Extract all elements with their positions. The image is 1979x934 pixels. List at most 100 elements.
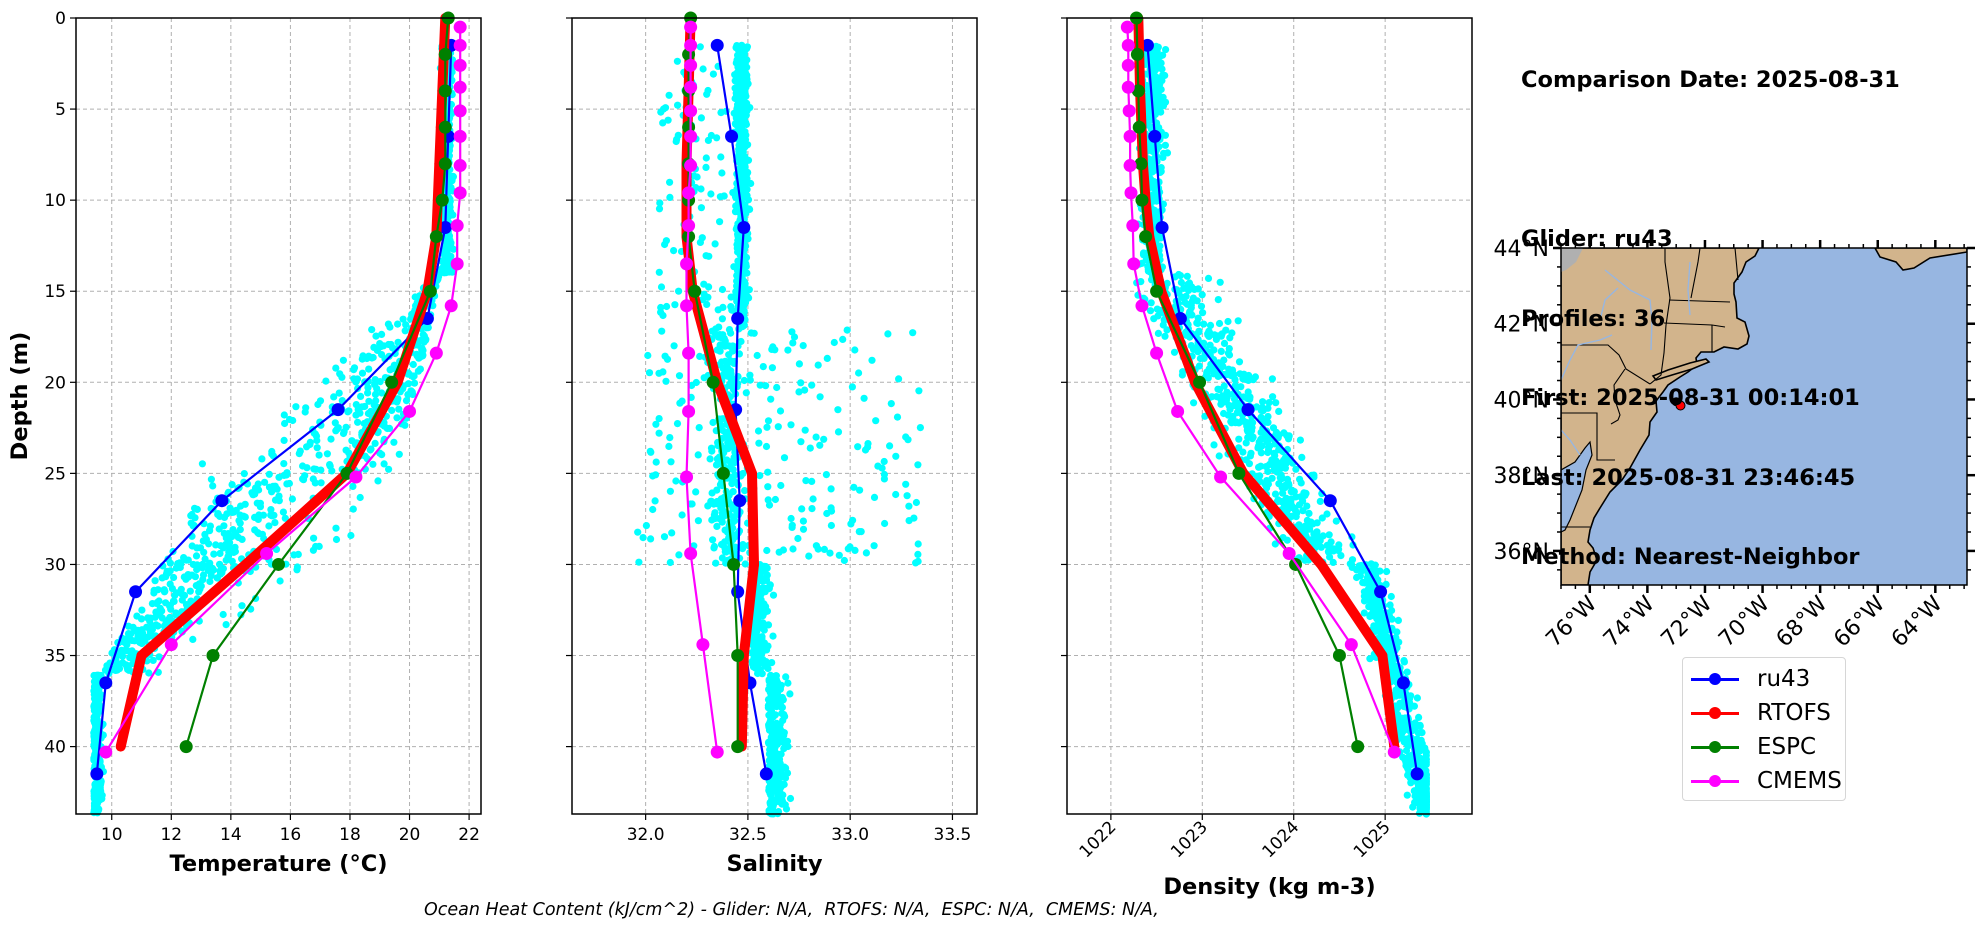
glider-observation-point [746,376,754,384]
glider-observation-point [1329,545,1338,553]
glider-observation-point [174,560,182,568]
glider-observation-point [368,326,376,334]
y-tick-label: 10 [44,191,66,211]
glider-observation-point [1353,573,1361,582]
glider-observation-point [1406,761,1414,769]
glider-observation-point [417,336,425,344]
glider-observation-point [1226,402,1234,410]
glider-observation-point [776,701,785,709]
glider-observation-point [834,428,843,436]
legend-swatch [1691,766,1739,796]
glider-observation-point [1159,71,1167,79]
glider-observation-point [874,462,882,470]
glider-observation-point [661,104,670,112]
glider-observation-point [282,471,291,479]
data-point-espc [435,193,449,207]
glider-observation-point [1325,531,1333,539]
data-point-espc [1134,157,1148,171]
glider-observation-point [249,491,257,499]
glider-observation-point [706,455,714,463]
data-point-espc [423,284,437,298]
glider-observation-point [741,487,749,495]
glider-observation-point [199,560,207,569]
x-axis-label: Temperature (°C) [169,851,387,877]
glider-observation-point [765,808,773,817]
glider-observation-point [774,423,782,431]
glider-observation-point [848,383,857,391]
glider-observation-point [851,546,859,555]
glider-observation-point [1398,726,1406,735]
glider-observation-point [1323,541,1331,550]
glider-observation-point [732,59,740,67]
glider-observation-point [189,635,197,644]
glider-observation-point [232,506,240,514]
glider-observation-point [743,44,751,53]
glider-observation-point [127,630,135,638]
glider-observation-point [763,546,771,555]
glider-observation-point [806,444,814,452]
glider-observation-point [666,434,674,442]
interpolation-method: Method: Nearest-Neighbor [1521,544,1860,570]
data-point-cmems [680,299,694,313]
glider-observation-point [354,418,362,426]
glider-observation-point [97,691,105,699]
glider-observation-point [241,500,249,508]
glider-observation-point [1206,341,1214,349]
info-box: Comparison Date: 2025-08-31 Glider: ru43… [1521,14,1900,597]
glider-observation-point [235,517,243,525]
glider-observation-point [830,338,838,347]
glider-observation-point [827,521,836,530]
glider-observation-point [336,370,344,378]
glider-observation-point [777,481,785,490]
glider-observation-point [773,733,781,741]
glider-observation-point [1329,558,1337,567]
glider-observation-point [1189,294,1197,302]
glider-observation-point [395,450,403,458]
glider-observation-point [718,315,727,323]
glider-observation-point [712,461,721,469]
glider-observation-point [416,365,424,373]
glider-observation-point [166,613,174,622]
glider-observation-point [658,327,666,335]
glider-observation-point [1235,435,1243,443]
glider-observation-point [442,241,451,249]
glider-observation-point [719,510,727,518]
glider-observation-point [172,589,181,597]
glider-observation-point [892,490,900,499]
glider-observation-point [763,564,771,573]
glider-observation-point [1242,418,1250,426]
glider-observation-point [378,330,386,338]
data-point-cmems [99,745,113,759]
glider-observation-point [228,481,236,489]
glider-observation-point [220,522,228,530]
glider-observation-point [854,443,862,451]
data-point-ru43 [438,220,452,234]
glider-observation-point [744,235,752,243]
data-point-ru43 [731,585,745,599]
glider-observation-point [377,343,385,351]
glider-observation-point [780,454,789,462]
glider-observation-point [1251,373,1259,381]
data-point-cmems [1171,404,1185,418]
data-point-ru43 [1374,585,1388,599]
glider-observation-point [699,65,707,73]
glider-observation-point [340,428,348,436]
glider-observation-point [299,462,307,470]
glider-observation-point [219,610,227,619]
glider-observation-point [1387,592,1395,601]
spacer [1521,147,1900,174]
glider-observation-point [1239,375,1247,383]
glider-observation-point [1239,448,1247,456]
glider-observation-point [1159,93,1167,101]
data-point-cmems [1127,257,1141,271]
glider-observation-point [1220,409,1228,418]
x-tick-label: 14 [220,825,242,845]
glider-observation-point [1366,580,1374,588]
data-point-ru43 [1323,494,1337,508]
glider-observation-point [424,324,432,332]
glider-observation-point [1383,567,1391,576]
glider-observation-point [1310,471,1318,479]
glider-observation-point [1215,452,1223,460]
glider-observation-point [1247,449,1255,457]
density-panel: 1022 1023 1024 1025 Density (kg m-3) [1061,11,1473,900]
